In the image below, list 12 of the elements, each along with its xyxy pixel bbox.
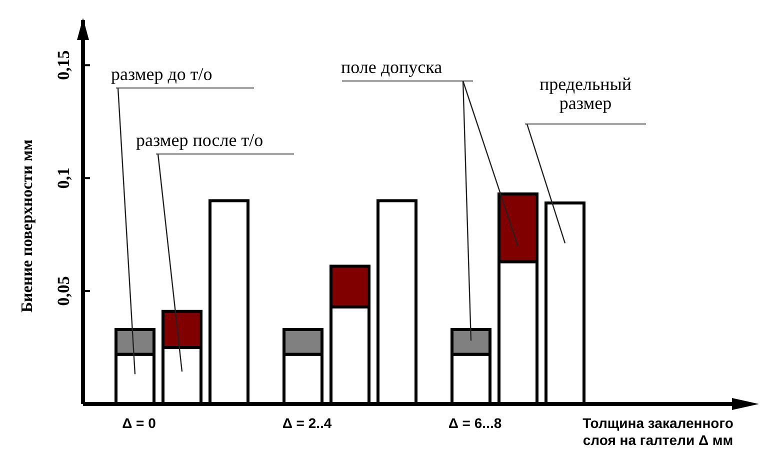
y-tick-label: 0,1 — [54, 167, 73, 189]
annotation: предельный размер — [539, 74, 632, 113]
y-tick-label: 0,15 — [54, 50, 73, 80]
annotation: размер до т/о — [111, 64, 212, 84]
x-axis-title: Толщина закаленного слоя на галтели Δ мм — [582, 415, 734, 448]
y-axis-title: Биение поверхности мм — [19, 139, 36, 313]
x-tick-label: Δ = 2..4 — [282, 415, 332, 431]
annotation: размер после т/о — [136, 130, 264, 150]
x-tick-label: Δ = 0 — [122, 415, 156, 431]
x-tick-label: Δ = 6...8 — [448, 415, 502, 431]
annotation: поле допуска — [341, 57, 442, 77]
y-tick-label: 0,05 — [54, 276, 73, 306]
